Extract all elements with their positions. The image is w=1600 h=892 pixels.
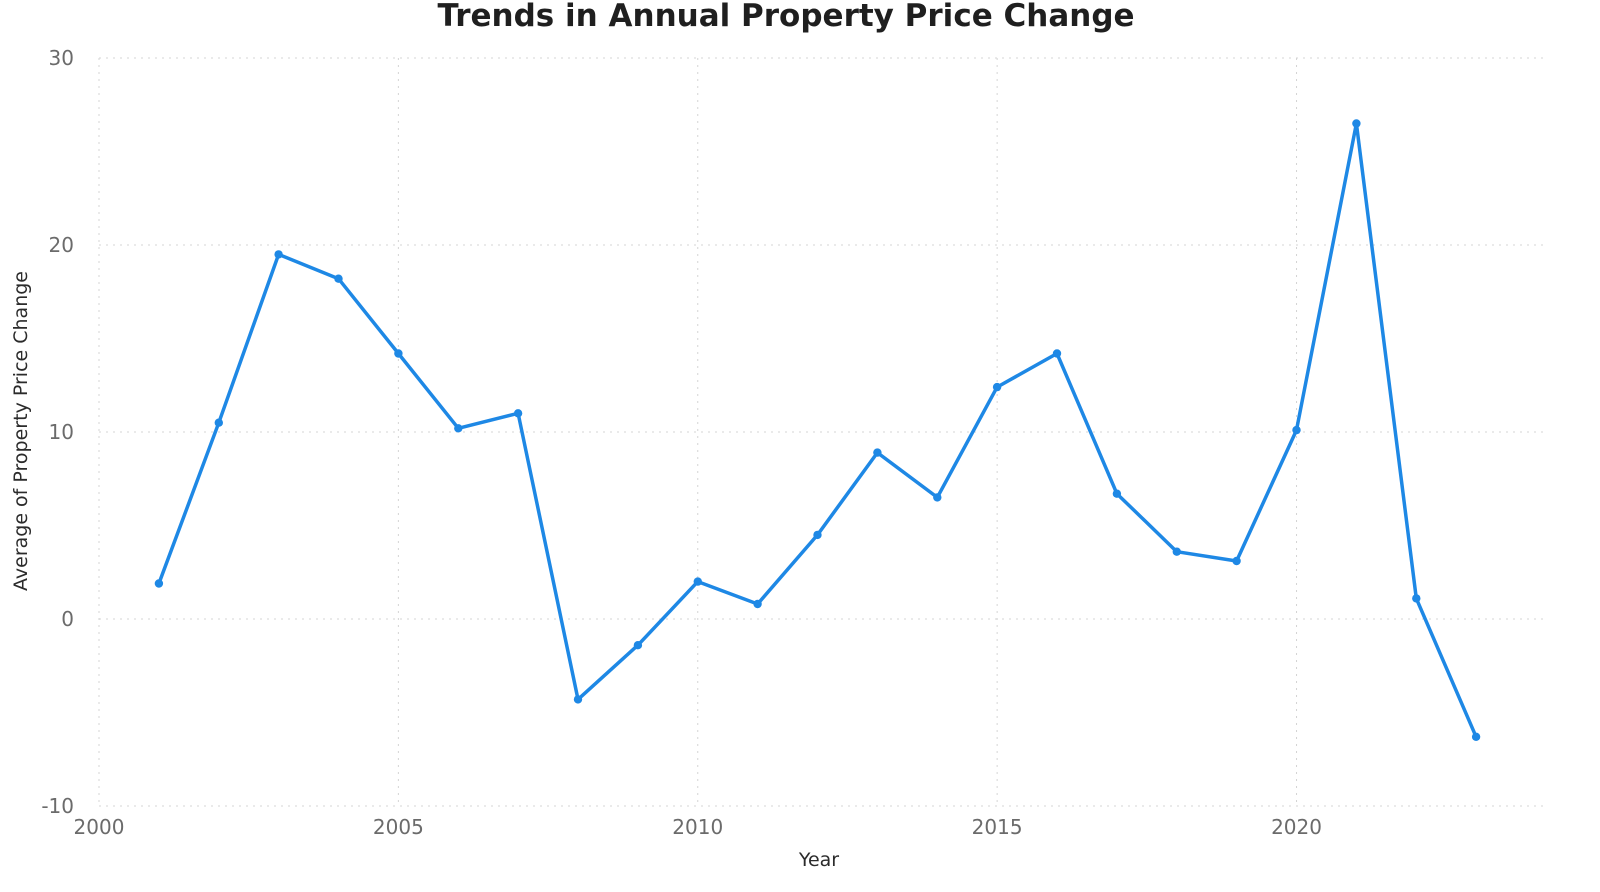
data-point[interactable] (693, 577, 702, 586)
data-point[interactable] (633, 641, 643, 650)
x-tick-label: 2005 (373, 815, 424, 839)
data-point[interactable] (1172, 547, 1182, 556)
data-point[interactable] (992, 382, 1002, 392)
series-layer (154, 119, 1481, 741)
data-point[interactable] (1352, 119, 1361, 128)
x-tick-label: 2015 (972, 815, 1023, 839)
data-point[interactable] (214, 418, 223, 427)
x-axis-title: Year (798, 849, 839, 871)
data-point[interactable] (1112, 489, 1122, 498)
data-point[interactable] (394, 349, 403, 358)
data-point[interactable] (513, 409, 523, 418)
y-tick-label: 20 (49, 233, 74, 257)
data-point[interactable] (274, 250, 283, 259)
data-point[interactable] (753, 599, 762, 609)
x-tick-label: 2010 (672, 815, 723, 839)
y-tick-label: 10 (49, 420, 74, 444)
y-gridlines (99, 57, 1548, 807)
y-tick-label: -10 (41, 794, 74, 818)
data-point[interactable] (1412, 594, 1421, 603)
series-line (157, 121, 1478, 739)
y-tick-label: 30 (49, 46, 74, 70)
data-point[interactable] (154, 579, 164, 588)
data-point[interactable] (933, 493, 942, 502)
data-point[interactable] (1471, 732, 1481, 741)
x-gridlines (98, 58, 1298, 806)
data-point[interactable] (573, 695, 583, 704)
y-tick-label: 0 (61, 607, 74, 631)
data-point[interactable] (454, 424, 463, 433)
y-axis-title: Average of Property Price Change (10, 271, 32, 591)
x-tick-label: 2020 (1271, 815, 1322, 839)
y-axis-ticks: -10 0 10 20 30 (41, 46, 74, 818)
data-point[interactable] (873, 448, 882, 457)
x-tick-label: 2000 (74, 815, 125, 839)
data-point[interactable] (334, 274, 343, 283)
data-point[interactable] (1052, 349, 1062, 358)
data-point[interactable] (813, 530, 822, 540)
x-axis-ticks: 2000 2005 2010 2015 2020 (74, 815, 1322, 839)
chart-title: Trends in Annual Property Price Change (437, 0, 1134, 34)
data-point[interactable] (1232, 556, 1241, 566)
data-point[interactable] (1292, 425, 1301, 435)
